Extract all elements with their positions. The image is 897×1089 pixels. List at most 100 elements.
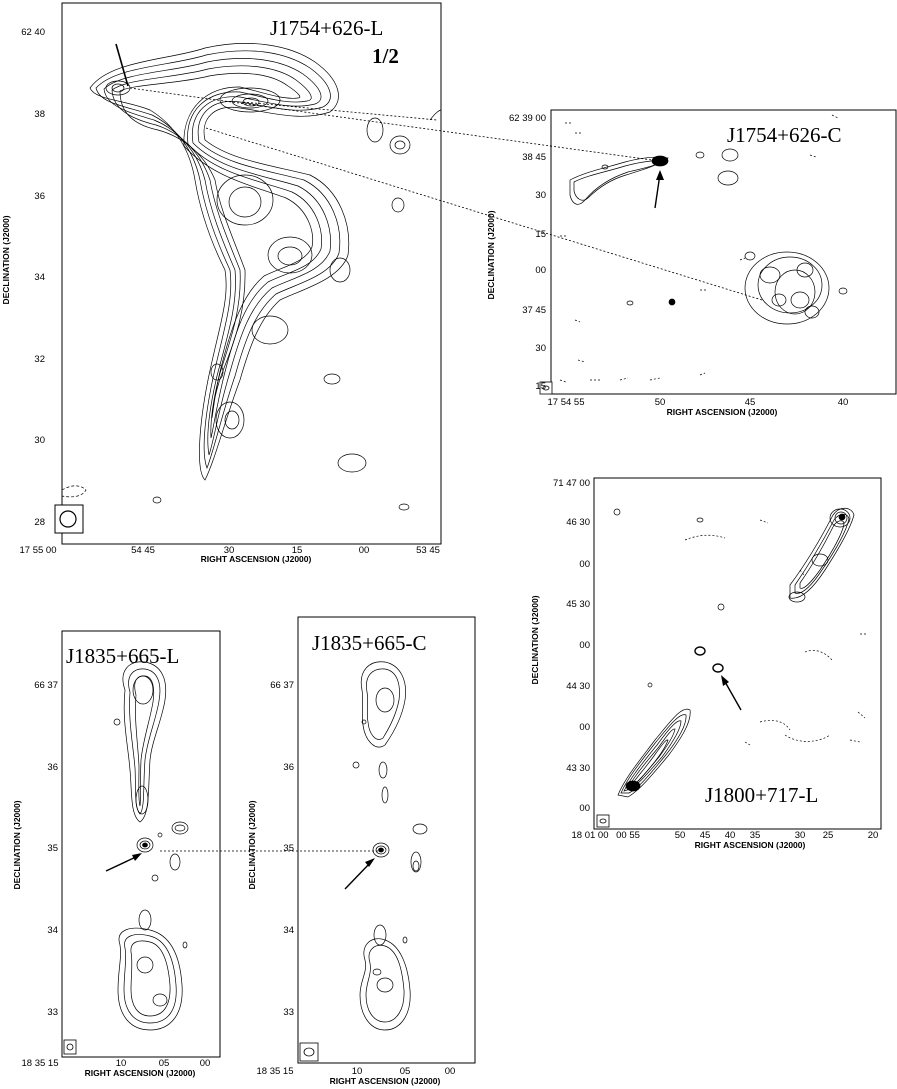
arrow-marker	[105, 855, 139, 872]
x-tick-label: 50	[655, 397, 666, 408]
y-tick-label: 36	[283, 762, 294, 773]
plot-frame	[297, 616, 476, 1064]
y-tick-label: 36	[34, 191, 45, 202]
contour-map	[61, 43, 442, 511]
arrow-marker	[344, 861, 372, 890]
y-tick-label: 34	[47, 925, 58, 936]
x-tick-label: 00	[359, 545, 370, 556]
arrow-head	[721, 675, 729, 686]
beam-box	[54, 504, 84, 534]
plot-frame	[550, 109, 897, 395]
y-tick-label: 35	[47, 843, 58, 854]
y-axis-label: DECLINATION (J2000)	[530, 595, 540, 684]
contour-map	[113, 661, 189, 1031]
panel-title: J1835+665-L	[66, 644, 179, 668]
x-tick-label: 30	[224, 545, 235, 556]
panel-title: J1754+626-C	[727, 123, 842, 147]
arrow-head	[656, 170, 664, 180]
contour-map	[613, 507, 866, 798]
y-tick-label: 37 45	[522, 305, 546, 316]
x-tick-label: 17 54 55	[548, 397, 585, 408]
y-tick-label: 66 37	[34, 680, 58, 691]
panel-j1754-l: J1754+626-L 1/2 17 55 00 54 45 30 15 00 …	[1, 2, 442, 564]
beam-box	[299, 1042, 319, 1062]
y-tick-label: 33	[47, 1007, 58, 1018]
panel-title: J1800+717-L	[705, 783, 818, 807]
y-tick-label: 15	[535, 229, 546, 240]
plot-frame	[593, 477, 882, 830]
x-tick-label: 40	[725, 830, 736, 841]
y-axis-label: DECLINATION (J2000)	[486, 210, 496, 299]
y-tick-label: 34	[283, 925, 294, 936]
y-tick-label: 15	[535, 381, 546, 392]
panel-title: J1754+626-L	[270, 16, 383, 40]
panel-j1835-c: J1835+665-C 18 35 15 10 05 00 66 37 36 3…	[247, 616, 476, 1086]
beam-box	[596, 814, 610, 828]
y-tick-label: 00	[579, 722, 590, 733]
beam-box	[63, 1039, 77, 1055]
y-tick-label: 00	[535, 265, 546, 276]
panel-j1754-c: J1754+626-C 17 54 55 50 45 40 62 39 00 3…	[486, 109, 897, 417]
x-tick-label: 54 45	[131, 545, 155, 556]
x-tick-labels: 17 55 00 54 45 30 15 00 53 45	[20, 545, 440, 556]
x-tick-label: 50	[675, 830, 686, 841]
y-tick-label: 43 30	[566, 763, 590, 774]
x-tick-label: 10	[352, 1066, 363, 1077]
y-tick-label: 33	[283, 1007, 294, 1018]
x-tick-label: 45	[700, 830, 711, 841]
connector-lines	[129, 87, 763, 301]
y-tick-labels: 66 37 36 35 34 33	[34, 680, 58, 1018]
x-tick-label: 05	[400, 1066, 411, 1077]
y-tick-label: 00	[579, 640, 590, 651]
x-tick-label: 15	[292, 545, 303, 556]
y-tick-label: 30	[535, 343, 546, 354]
x-tick-label: 00 55	[616, 830, 640, 841]
y-tick-labels: 66 37 36 35 34 33	[270, 680, 294, 1018]
y-tick-label: 30	[535, 190, 546, 201]
x-tick-label: 45	[745, 397, 756, 408]
y-tick-label: 44 30	[566, 681, 590, 692]
x-tick-label: 00	[200, 1058, 211, 1069]
y-tick-label: 28	[34, 517, 45, 528]
y-tick-label: 35	[283, 843, 294, 854]
y-tick-label: 62 40	[21, 27, 45, 38]
x-tick-labels: 17 54 55 50 45 40	[548, 397, 849, 408]
y-tick-label: 62 39 00	[509, 113, 546, 124]
x-tick-labels: 18 35 15 10 05 00	[22, 1058, 211, 1069]
y-tick-labels: 71 47 00 46 30 00 45 30 00 44 30 00 43 3…	[553, 478, 590, 814]
x-tick-label: 18 35 15	[257, 1066, 294, 1077]
y-axis-label: DECLINATION (J2000)	[247, 800, 257, 889]
x-axis-label: RIGHT ASCENSION (J2000)	[201, 554, 312, 564]
x-tick-label: 30	[795, 830, 806, 841]
y-tick-label: 46 30	[566, 517, 590, 528]
x-tick-label: 05	[159, 1058, 170, 1069]
panel-title: J1835+665-C	[312, 631, 427, 655]
contour-map	[352, 661, 428, 1031]
y-tick-labels: 62 39 00 38 45 30 15 00 37 45 30 15	[509, 113, 546, 392]
beam-box	[539, 381, 553, 395]
arrow-marker	[723, 679, 742, 711]
panel-j1835-l: J1835+665-L 18 35 15 10 05 00 66 37 36 3…	[12, 630, 221, 1078]
x-tick-label: 10	[116, 1058, 127, 1069]
y-tick-labels: 62 40 38 36 34 32 30 28	[21, 27, 45, 528]
x-axis-label: RIGHT ASCENSION (J2000)	[330, 1076, 441, 1086]
y-tick-label: 32	[34, 354, 45, 365]
x-tick-label: 00	[445, 1066, 456, 1077]
x-tick-labels: 18 35 15 10 05 00	[257, 1066, 456, 1077]
x-tick-label: 18 35 15	[22, 1058, 59, 1069]
panel-j1800-l: J1800+717-L 18 01 00 00 55 50 45 40 35 3…	[530, 477, 882, 850]
x-axis-label: RIGHT ASCENSION (J2000)	[85, 1068, 196, 1078]
y-tick-label: 34	[34, 272, 45, 283]
y-tick-label: 45 30	[566, 599, 590, 610]
x-tick-label: 25	[823, 830, 834, 841]
y-axis-label: DECLINATION (J2000)	[1, 215, 11, 304]
y-tick-label: 38 45	[522, 152, 546, 163]
x-tick-label: 35	[750, 830, 761, 841]
x-tick-label: 17 55 00	[20, 545, 57, 556]
contour-map	[559, 114, 848, 383]
arrow-head	[365, 858, 375, 867]
y-tick-label: 00	[579, 559, 590, 570]
x-tick-label: 53 45	[416, 545, 440, 556]
x-tick-label: 18 01 00	[572, 830, 609, 841]
